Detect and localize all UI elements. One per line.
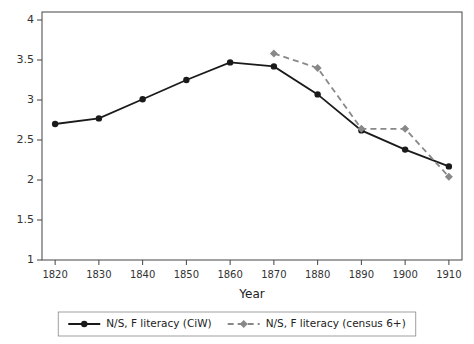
- x-tick: [186, 260, 187, 265]
- x-tick-label: 1840: [130, 269, 155, 280]
- legend-label: N/S, F literacy (CiW): [106, 317, 211, 329]
- x-tick-label: 1860: [217, 269, 242, 280]
- series-marker: [446, 163, 452, 169]
- x-tick-label: 1890: [349, 269, 374, 280]
- series-marker: [402, 146, 408, 152]
- plot-area: [52, 50, 453, 181]
- y-tick: [37, 20, 42, 21]
- legend-marker: [81, 321, 87, 327]
- y-tick-label: 3.5: [17, 53, 35, 66]
- y-tick: [37, 60, 42, 61]
- series-marker: [52, 121, 58, 127]
- legend-label: N/S, F literacy (census 6+): [266, 317, 406, 329]
- x-tick-label: 1820: [42, 269, 67, 280]
- y-tick-label: 3: [27, 93, 34, 106]
- y-tick-label: 2.5: [17, 133, 35, 146]
- series-line: [274, 54, 449, 177]
- x-tick-label: 1850: [174, 269, 199, 280]
- series-marker: [357, 125, 365, 133]
- series-marker: [401, 125, 409, 133]
- x-tick-label: 1910: [436, 269, 461, 280]
- series-marker: [314, 64, 322, 72]
- y-tick: [37, 180, 42, 181]
- series-marker: [96, 115, 102, 121]
- x-tick: [230, 260, 231, 265]
- y-tick: [37, 260, 42, 261]
- x-tick-label: 1900: [392, 269, 417, 280]
- legend-marker: [240, 320, 248, 328]
- legend: N/S, F literacy (CiW) N/S, F literacy (ce…: [58, 312, 416, 336]
- series-marker: [270, 50, 278, 58]
- x-tick: [361, 260, 362, 265]
- y-tick-label: 1: [27, 253, 34, 266]
- plot-frame: [42, 12, 462, 260]
- y-tick-label: 4: [27, 13, 34, 26]
- series-marker: [227, 59, 233, 65]
- x-tick: [55, 260, 56, 265]
- chart: 1 1.5 2 2.5 3 3.5 4 1820 1830 1840 1850 1860 1870 188…: [0, 0, 474, 344]
- series-line: [55, 62, 449, 166]
- legend-item: N/S, F literacy (CiW): [68, 317, 211, 329]
- series-marker: [139, 96, 145, 102]
- x-tick: [405, 260, 406, 265]
- series-marker: [271, 63, 277, 69]
- legend-item: N/S, F literacy (census 6+): [228, 317, 406, 329]
- y-tick: [37, 100, 42, 101]
- y-tick: [37, 140, 42, 141]
- x-tick-label: 1830: [86, 269, 111, 280]
- series-marker: [445, 173, 453, 181]
- x-tick: [98, 260, 99, 265]
- series-marker: [183, 77, 189, 83]
- x-axis-label: Year: [238, 287, 264, 301]
- x-tick: [142, 260, 143, 265]
- x-tick-label: 1870: [261, 269, 286, 280]
- y-tick: [37, 220, 42, 221]
- x-tick: [317, 260, 318, 265]
- y-tick-label: 2: [27, 173, 34, 186]
- x-tick: [273, 260, 274, 265]
- x-tick: [448, 260, 449, 265]
- legend-box: [58, 312, 416, 336]
- y-tick-label: 1.5: [17, 213, 35, 226]
- x-tick-label: 1880: [305, 269, 330, 280]
- series-marker: [314, 91, 320, 97]
